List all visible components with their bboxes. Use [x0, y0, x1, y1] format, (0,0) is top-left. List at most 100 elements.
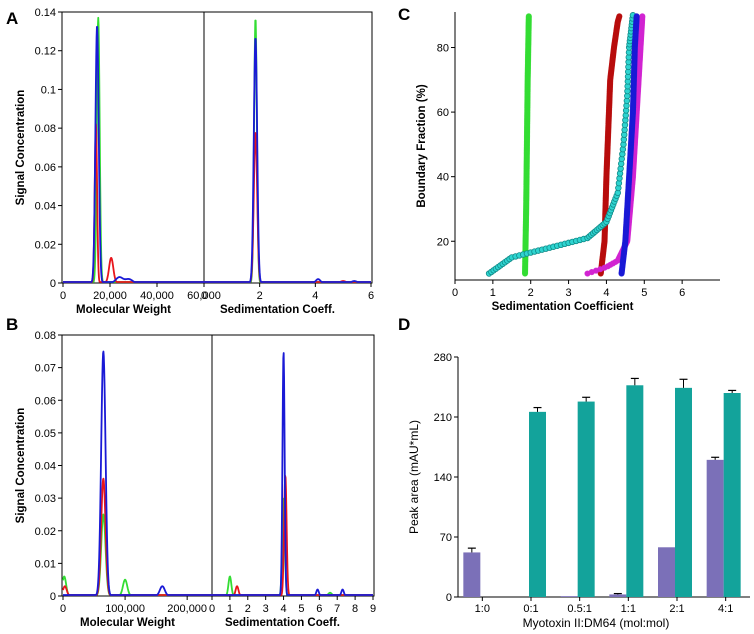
y-tick-label: 0	[50, 278, 56, 290]
bar-teal	[723, 393, 741, 597]
x-tick-label: 2	[245, 603, 251, 615]
x-tick-label: 3	[263, 603, 269, 615]
y-tick-label: 0.06	[35, 162, 56, 174]
y-tick-label: 140	[434, 472, 452, 484]
series-points-green	[521, 13, 532, 277]
x-axis-label: Molecular Weight	[80, 617, 175, 629]
y-tick-label: 70	[440, 532, 452, 544]
y-tick-label: 80	[437, 43, 449, 55]
x-axis-label: Sedimentation Coeff.	[225, 617, 340, 629]
x-tick-label: 100,000	[105, 603, 145, 615]
x-tick-label: 0	[452, 287, 458, 299]
x-tick-label: 200,000	[167, 603, 207, 615]
y-tick-label: 0.08	[35, 123, 56, 135]
y-tick-label: 0.02	[35, 239, 56, 251]
bar-teal	[626, 385, 644, 597]
y-tick-label: 0.1	[41, 84, 56, 96]
series-line-blue	[211, 352, 374, 596]
y-tick-label: 0.08	[35, 330, 56, 342]
series-line-green	[203, 19, 372, 283]
panel-letter-b: B	[6, 315, 18, 334]
y-tick-label: 0	[446, 592, 452, 604]
y-axis-label: Signal Concentration	[15, 408, 27, 524]
x-axis-label: Myotoxin II:DM64 (mol:mol)	[523, 616, 670, 630]
data-point	[639, 13, 646, 20]
bar-teal	[675, 387, 692, 597]
x-tick-label: 4	[312, 290, 318, 302]
y-tick-label: 0.02	[35, 526, 56, 538]
bar-purple	[658, 547, 675, 597]
series-line-green	[62, 513, 213, 596]
x-tick-label: 6	[316, 603, 322, 615]
x-tick-label: 5	[298, 603, 304, 615]
panel-letter-a: A	[6, 9, 18, 28]
y-tick-label: 0.12	[35, 46, 56, 58]
x-tick-label: 2	[528, 287, 534, 299]
y-tick-label: 0.03	[35, 493, 56, 505]
y-tick-label: 20	[437, 236, 449, 248]
x-tick-label: 20,000	[93, 290, 127, 302]
x-tick-label: 60,000	[187, 290, 221, 302]
series-line-blue	[203, 38, 372, 283]
x-tick-label: 1	[490, 287, 496, 299]
series-line-green	[211, 497, 374, 596]
x-tick-label: 0	[60, 603, 66, 615]
bar-teal	[529, 411, 546, 597]
series-line-red	[62, 123, 205, 283]
data-point	[633, 13, 640, 20]
x-tick-label: 6	[679, 287, 685, 299]
x-tick-label: 1	[227, 603, 233, 615]
series-line-red	[203, 132, 372, 283]
y-tick-label: 0.05	[35, 428, 56, 440]
x-tick-label: 7	[334, 603, 340, 615]
y-tick-label: 0.14	[35, 7, 56, 19]
x-tick-label: 3	[566, 287, 572, 299]
series-points-cyan	[485, 12, 637, 277]
x-axis-label: Sedimentation Coeff.	[220, 304, 335, 316]
y-tick-label: 210	[434, 412, 452, 424]
x-tick-label: 2	[257, 290, 263, 302]
plot-frame	[61, 334, 375, 597]
category-label: 4:1	[718, 603, 733, 615]
bar-teal	[577, 401, 595, 597]
y-axis-label: Peak area (mAU*mL)	[407, 420, 421, 534]
series-line-red	[211, 475, 374, 596]
x-axis-label: Sedimentation Coefficient	[492, 301, 634, 313]
series-line-blue	[62, 25, 205, 283]
y-tick-label: 0.06	[35, 395, 56, 407]
category-label: 0.5:1	[567, 603, 591, 615]
y-tick-label: 0.01	[35, 558, 56, 570]
x-tick-label: 8	[352, 603, 358, 615]
y-tick-label: 0.04	[35, 461, 56, 473]
category-label: 1:1	[621, 603, 636, 615]
series-points-blue	[618, 13, 640, 277]
y-tick-label: 0.07	[35, 363, 56, 375]
y-tick-label: 0.04	[35, 201, 56, 213]
x-tick-label: 4	[280, 603, 286, 615]
data-point	[525, 13, 532, 20]
data-point	[616, 13, 623, 20]
series-line-red	[62, 477, 213, 596]
x-tick-label: 9	[370, 603, 376, 615]
panel-letter-c: C	[398, 5, 410, 24]
bar-purple	[560, 596, 578, 597]
x-tick-label: 4	[603, 287, 609, 299]
bar-purple	[706, 459, 724, 597]
series-line-green	[62, 16, 205, 283]
y-tick-label: 0	[50, 591, 56, 603]
y-axis-label: Boundary Fraction (%)	[416, 84, 428, 207]
series-points-darkred	[597, 13, 623, 277]
bar-purple	[609, 594, 627, 597]
x-tick-label: 0	[209, 603, 215, 615]
plot-frame	[61, 11, 373, 284]
category-label: 1:0	[475, 603, 490, 615]
x-tick-label: 40,000	[140, 290, 174, 302]
y-tick-label: 60	[437, 107, 449, 119]
y-tick-label: 40	[437, 172, 449, 184]
y-axis-label: Signal Concentration	[15, 90, 27, 206]
x-tick-label: 0	[60, 290, 66, 302]
category-label: 2:1	[669, 603, 684, 615]
panel-letter-d: D	[398, 315, 410, 334]
x-axis-label: Molecular Weight	[76, 304, 171, 316]
